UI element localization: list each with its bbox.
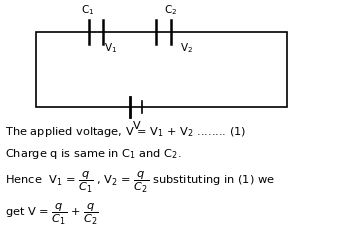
Text: C$_2$: C$_2$: [164, 3, 177, 17]
Text: V$_2$: V$_2$: [180, 41, 193, 55]
Text: Hence  V$_1$ = $\dfrac{q}{C_1}$ , V$_2$ = $\dfrac{q}{C_2}$ substituting in (1) w: Hence V$_1$ = $\dfrac{q}{C_1}$ , V$_2$ =…: [6, 170, 275, 195]
Text: Charge q is same in C$_1$ and C$_2$.: Charge q is same in C$_1$ and C$_2$.: [6, 147, 182, 161]
Text: get V = $\dfrac{q}{C_1}$ + $\dfrac{q}{C_2}$: get V = $\dfrac{q}{C_1}$ + $\dfrac{q}{C_…: [6, 202, 99, 227]
Text: The applied voltage, V = V$_1$ + V$_2$ ........ (1): The applied voltage, V = V$_1$ + V$_2$ .…: [6, 125, 247, 139]
Text: C$_1$: C$_1$: [81, 3, 94, 17]
Text: V$_1$: V$_1$: [105, 41, 118, 55]
Bar: [36, 32, 287, 107]
Text: V: V: [132, 121, 140, 131]
